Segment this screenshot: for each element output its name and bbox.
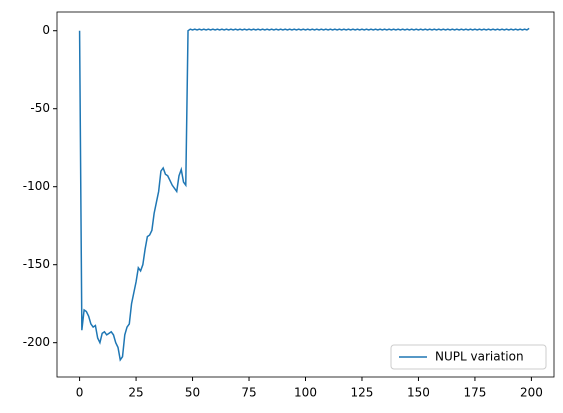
y-tick-label: -150: [23, 257, 50, 271]
x-tick-label: 150: [407, 386, 430, 400]
legend-label: NUPL variation: [435, 350, 524, 364]
y-tick-label: -50: [30, 101, 50, 115]
x-tick-label: 25: [128, 386, 143, 400]
x-tick-label: 0: [76, 386, 84, 400]
y-tick-label: -200: [23, 335, 50, 349]
x-tick-label: 50: [185, 386, 200, 400]
y-tick-label: -100: [23, 179, 50, 193]
plot-frame: [56, 11, 555, 378]
x-tick-label: 125: [351, 386, 374, 400]
x-tick-label: 100: [294, 386, 317, 400]
line: [78, 27, 530, 362]
legend-box: [390, 344, 547, 370]
x-tick-label: 75: [241, 386, 256, 400]
legend: NUPL variation: [390, 344, 547, 370]
x-tick-label: 175: [463, 386, 486, 400]
y-tick-label: 0: [42, 23, 50, 37]
x-tick-label: 200: [520, 386, 543, 400]
